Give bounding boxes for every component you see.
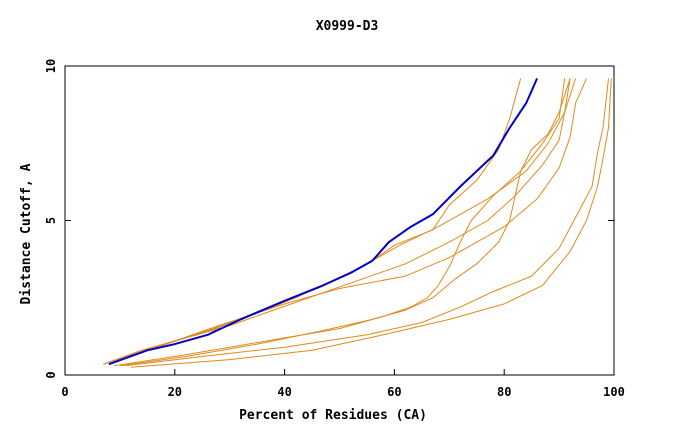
series-line	[103, 78, 577, 365]
y-tick-label: 0	[44, 371, 58, 378]
x-tick-label: 100	[603, 385, 625, 399]
x-tick-label: 20	[168, 385, 182, 399]
x-axis-label: Percent of Residues (CA)	[239, 408, 427, 423]
y-tick-label: 10	[44, 59, 58, 73]
series-line	[103, 78, 571, 365]
x-tick-label: 60	[387, 385, 401, 399]
highlight-series-line	[108, 77, 539, 366]
axis-ticks: 0 20 40 60 80 100 0 5 10	[44, 59, 625, 399]
chart-title: X0999-D3	[316, 19, 379, 34]
series-line	[130, 78, 612, 368]
series-line	[103, 78, 522, 365]
y-axis-label: Distance Cutoff, A	[19, 163, 34, 304]
series-line	[114, 78, 566, 367]
x-tick-label: 40	[277, 385, 291, 399]
x-tick-label: 80	[497, 385, 511, 399]
series-layer	[103, 77, 612, 368]
series-line	[108, 78, 587, 365]
y-tick-label: 5	[44, 217, 58, 224]
x-tick-label: 0	[61, 385, 68, 399]
series-line	[119, 78, 571, 367]
series-line	[125, 78, 609, 367]
